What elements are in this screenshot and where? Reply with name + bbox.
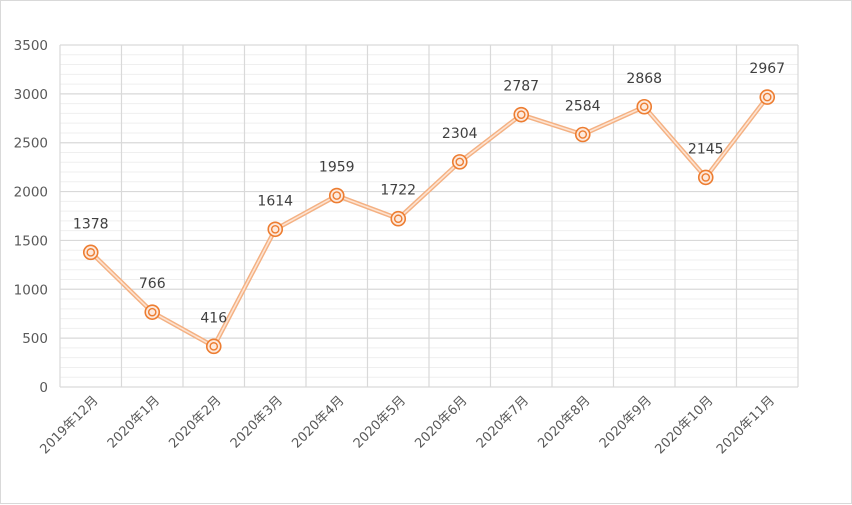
marker-inner-ring [701, 173, 711, 182]
data-point [205, 338, 222, 355]
data-labels: 1378 766 416 1614 1959 1722 2304 2787 2584 2868 21… [73, 61, 785, 326]
marker-inner-ring [270, 224, 280, 234]
marker-inner-ring [332, 191, 342, 200]
y-tick-label: 2000 [14, 185, 48, 201]
y-tick-label: 0 [39, 380, 48, 396]
x-tick-label: 2020年7月 [474, 393, 532, 451]
data-label: 2145 [688, 141, 724, 157]
x-tick-label: 2020年9月 [597, 393, 655, 451]
marker-inner-ring [639, 102, 649, 112]
y-tick-label: 500 [22, 331, 48, 347]
series-line-inner [90, 96, 769, 348]
data-label: 2584 [565, 99, 601, 115]
y-tick-label: 2500 [14, 136, 48, 152]
x-tick-label: 2020年10月 [652, 393, 716, 457]
series-layer [82, 89, 776, 355]
marker-inner-ring [455, 157, 465, 167]
y-tick-label: 3500 [14, 38, 48, 54]
data-point [267, 221, 284, 238]
x-tick-label: 2020年5月 [351, 393, 409, 451]
x-tick-label: 2020年8月 [535, 393, 593, 451]
x-tick-label: 2020年6月 [412, 393, 470, 451]
marker-inner-ring [516, 110, 526, 119]
data-point [513, 106, 530, 123]
data-label: 2304 [442, 126, 478, 142]
data-label: 1722 [380, 183, 416, 199]
data-point [574, 126, 591, 143]
data-point [390, 210, 407, 227]
data-point [697, 169, 714, 186]
marker-inner-ring [209, 342, 219, 351]
y-tick-label: 3000 [14, 87, 48, 103]
data-label: 1378 [73, 216, 109, 232]
x-tick-label: 2020年3月 [228, 393, 286, 451]
data-label: 2967 [749, 61, 785, 77]
x-tick-label: 2019年12月 [37, 393, 101, 457]
y-tick-label: 1500 [14, 233, 48, 249]
marker-inner-ring [147, 307, 157, 317]
x-tick-label: 2020年11月 [714, 393, 778, 457]
data-point [759, 89, 776, 105]
data-label: 2787 [503, 79, 539, 95]
data-point [451, 154, 468, 170]
marker-inner-ring [393, 214, 403, 224]
marker-inner-ring [762, 92, 772, 102]
marker-inner-ring [86, 248, 96, 257]
data-point [144, 304, 161, 320]
marker-inner-ring [578, 130, 588, 139]
data-point [636, 98, 653, 115]
data-label: 1959 [319, 160, 355, 176]
data-label: 2868 [626, 71, 662, 87]
x-tick-label: 2020年4月 [289, 393, 347, 451]
gridlines [59, 44, 799, 388]
y-tick-label: 1000 [14, 282, 48, 298]
x-tick-label: 2020年2月 [166, 393, 224, 451]
data-label: 1614 [257, 193, 293, 209]
x-tick-label: 2020年1月 [105, 393, 163, 451]
data-label: 416 [200, 310, 227, 326]
data-point [82, 244, 99, 261]
data-label: 766 [139, 276, 166, 292]
data-point [328, 187, 345, 204]
